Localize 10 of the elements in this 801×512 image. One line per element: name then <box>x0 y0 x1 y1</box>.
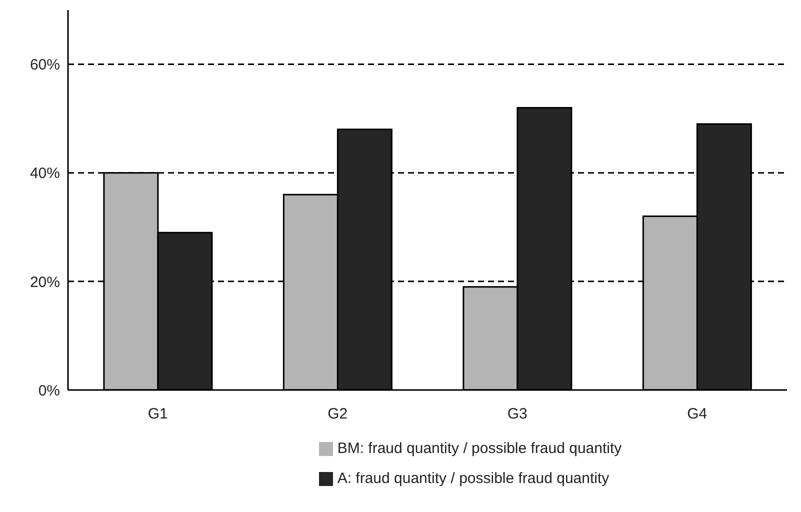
y-tick-label: 40% <box>30 165 60 182</box>
y-tick-label: 60% <box>30 56 60 74</box>
legend-label: A: fraud quantity / possible fraud quantity <box>337 470 610 487</box>
x-tick-label: G3 <box>507 406 528 423</box>
y-tick-label: 0% <box>38 382 60 400</box>
x-tick-label: G2 <box>328 406 348 423</box>
legend-label: BM: fraud quantity / possible fraud quantity <box>337 440 622 457</box>
x-tick-label: G4 <box>687 406 708 423</box>
x-tick-label: G1 <box>148 406 168 423</box>
y-tick-label: 20% <box>30 274 60 291</box>
